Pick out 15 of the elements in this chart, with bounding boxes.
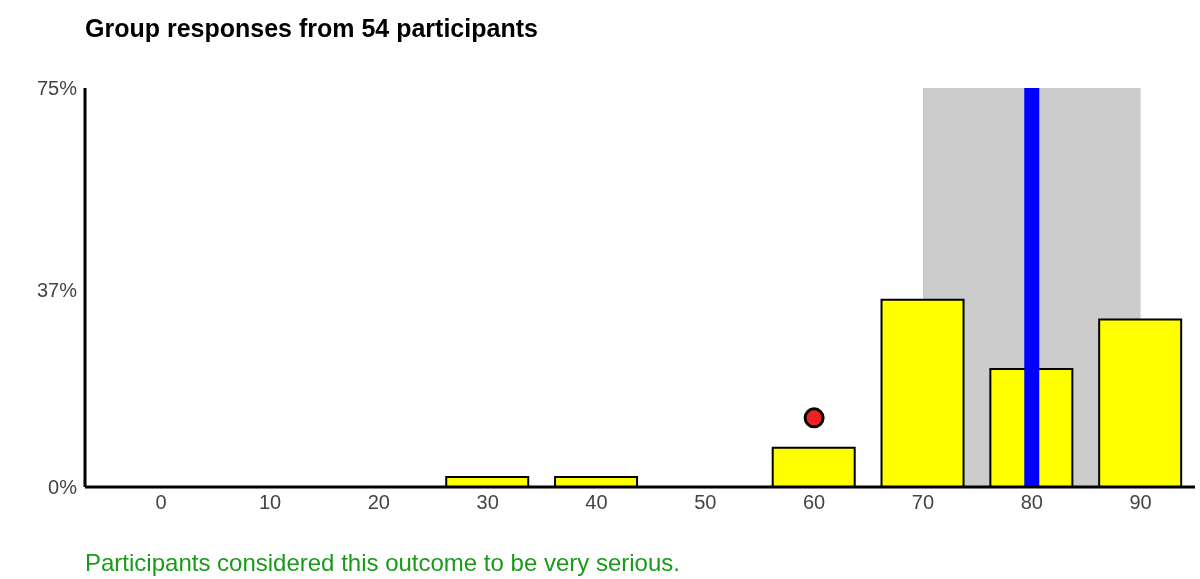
x-tick-label: 10	[258, 491, 282, 514]
x-tick-label: 40	[585, 491, 608, 514]
y-tick-label: 75%	[36, 77, 78, 100]
x-tick-label: 60	[802, 491, 826, 514]
x-tick-label: 30	[476, 491, 499, 514]
x-tick-label: 90	[1129, 491, 1152, 514]
y-tick-label: 37%	[36, 279, 78, 302]
x-tick-label: 50	[694, 491, 717, 514]
x-tick-label: 20	[367, 491, 390, 514]
y-tick-label: 0%	[48, 476, 78, 499]
chart-title: Group responses from 54 participants	[85, 14, 538, 43]
x-tick-label: 80	[1020, 491, 1043, 514]
x-tick-label: 70	[911, 491, 935, 514]
x-tick-label: 0	[155, 491, 167, 514]
text: Participants considered this outcome to be very serious.	[85, 549, 680, 577]
